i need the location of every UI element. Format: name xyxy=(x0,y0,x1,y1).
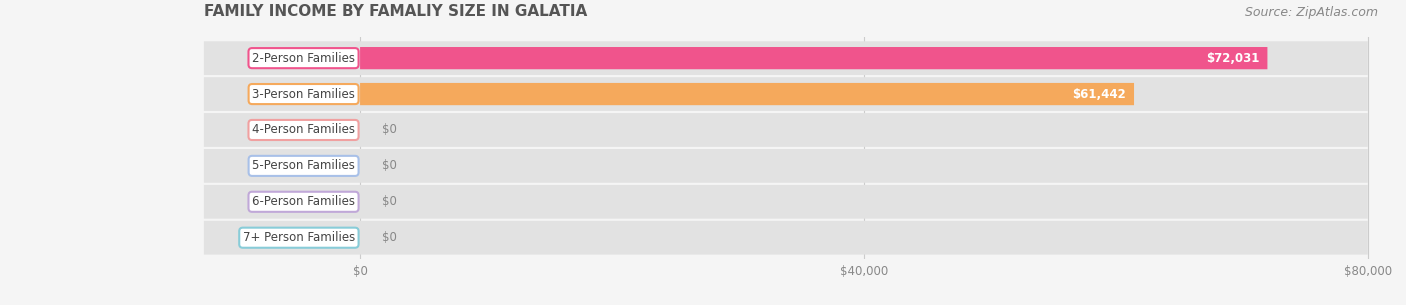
Text: 3-Person Families: 3-Person Families xyxy=(252,88,356,101)
FancyBboxPatch shape xyxy=(360,83,1135,105)
FancyBboxPatch shape xyxy=(204,149,1368,183)
FancyBboxPatch shape xyxy=(360,47,1267,69)
Text: $0: $0 xyxy=(382,124,396,136)
Text: 5-Person Families: 5-Person Families xyxy=(252,160,356,172)
FancyBboxPatch shape xyxy=(204,221,1368,255)
FancyBboxPatch shape xyxy=(204,113,1368,147)
Text: 7+ Person Families: 7+ Person Families xyxy=(243,231,356,244)
Text: FAMILY INCOME BY FAMALIY SIZE IN GALATIA: FAMILY INCOME BY FAMALIY SIZE IN GALATIA xyxy=(204,4,588,19)
Text: Source: ZipAtlas.com: Source: ZipAtlas.com xyxy=(1244,6,1378,19)
Text: 6-Person Families: 6-Person Families xyxy=(252,195,356,208)
Text: $0: $0 xyxy=(382,195,396,208)
Text: $72,031: $72,031 xyxy=(1206,52,1260,65)
FancyBboxPatch shape xyxy=(204,77,1368,111)
Text: $61,442: $61,442 xyxy=(1073,88,1126,101)
Text: $0: $0 xyxy=(382,231,396,244)
Text: 4-Person Families: 4-Person Families xyxy=(252,124,356,136)
Text: $0: $0 xyxy=(382,160,396,172)
FancyBboxPatch shape xyxy=(204,41,1368,75)
FancyBboxPatch shape xyxy=(204,185,1368,219)
Text: 2-Person Families: 2-Person Families xyxy=(252,52,356,65)
